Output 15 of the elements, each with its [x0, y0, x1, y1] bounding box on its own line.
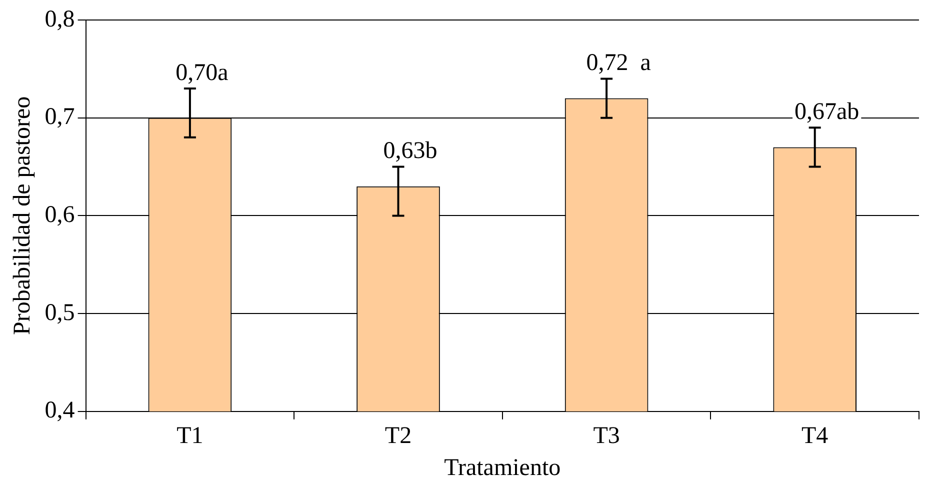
y-tick-label: 0,5 — [44, 300, 75, 326]
data-label: 0,67ab — [794, 98, 860, 125]
y-axis-title: Probabilidad de pastoreo — [10, 96, 36, 336]
x-tick-label: T3 — [593, 423, 620, 450]
y-tick-label: 0,6 — [44, 202, 75, 228]
y-tick-label: 0,7 — [44, 104, 75, 130]
x-tick-label: T2 — [384, 423, 412, 450]
x-tick-label: T1 — [176, 423, 204, 450]
data-label: 0,63b — [383, 138, 438, 164]
data-label: 0,72 a — [586, 50, 652, 76]
x-tick-label: T4 — [802, 423, 828, 450]
y-tick-label: 0,8 — [44, 6, 75, 32]
x-axis-title: Tratamiento — [444, 454, 561, 481]
y-tick-label: 0,4 — [44, 398, 75, 424]
data-label: 0,70a — [176, 60, 229, 86]
